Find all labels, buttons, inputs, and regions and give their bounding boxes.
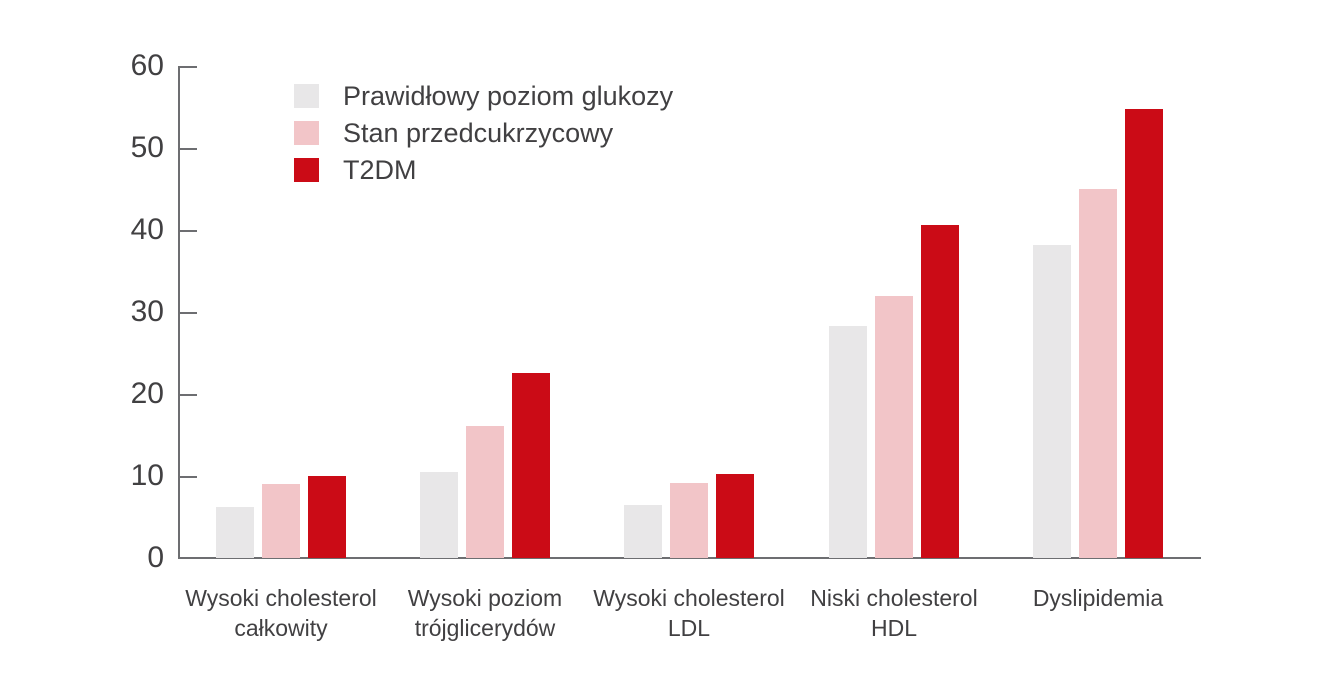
bar-stan-przedcukrzycowy-c2 bbox=[670, 483, 708, 558]
x-axis-label-c1: Wysoki poziom trójglicerydów bbox=[345, 583, 625, 643]
x-axis-label-line: Dyslipidemia bbox=[1032, 585, 1164, 611]
legend-item-t2dm: T2DM bbox=[294, 155, 673, 185]
legend-label-prediabetes: Stan przedcukrzycowy bbox=[343, 117, 614, 148]
bar-t2dm-c2 bbox=[716, 474, 754, 558]
bar-t2dm-c1 bbox=[512, 373, 550, 558]
y-axis-label-50: 50 bbox=[130, 131, 164, 164]
bar-stan-przedcukrzycowy-c3 bbox=[875, 296, 913, 558]
legend-swatch-t2dm bbox=[294, 158, 319, 182]
x-axis-label-line: Wysoki cholesterol bbox=[593, 585, 785, 611]
y-axis-label-20: 20 bbox=[130, 377, 164, 410]
y-axis-label-60: 60 bbox=[130, 49, 164, 82]
x-axis-label-c0: Wysoki cholesterol całkowity bbox=[141, 583, 421, 643]
y-tick-60 bbox=[178, 66, 197, 68]
bar-t2dm-c0 bbox=[308, 476, 346, 558]
bar-prawid-owy-poziom-glukozy-c3 bbox=[829, 326, 867, 558]
y-tick-40 bbox=[178, 230, 197, 232]
legend-item-prediabetes: Stan przedcukrzycowy bbox=[294, 118, 673, 148]
bar-t2dm-c3 bbox=[921, 225, 959, 558]
bar-stan-przedcukrzycowy-c0 bbox=[262, 484, 300, 558]
y-axis-label-10: 10 bbox=[130, 459, 164, 492]
x-axis-label-line: trójglicerydów bbox=[414, 615, 556, 641]
bar-prawid-owy-poziom-glukozy-c2 bbox=[624, 505, 662, 558]
bar-prawid-owy-poziom-glukozy-c4 bbox=[1033, 245, 1071, 558]
x-axis-label-line: HDL bbox=[870, 615, 917, 641]
x-axis-label-line: Niski cholesterol bbox=[810, 585, 978, 611]
legend-label-t2dm: T2DM bbox=[343, 154, 417, 185]
y-tick-50 bbox=[178, 148, 197, 150]
x-axis-label-c2: Wysoki cholesterol LDL bbox=[549, 583, 829, 643]
legend-label-normal-glucose: Prawidłowy poziom glukozy bbox=[343, 80, 674, 111]
y-tick-20 bbox=[178, 394, 197, 396]
x-axis-label-line: całkowity bbox=[234, 615, 328, 641]
bar-stan-przedcukrzycowy-c1 bbox=[466, 426, 504, 558]
y-axis-label-30: 30 bbox=[130, 295, 164, 328]
x-axis-label-line: LDL bbox=[667, 615, 711, 641]
legend-item-normal-glucose: Prawidłowy poziom glukozy bbox=[294, 81, 673, 111]
bar-t2dm-c4 bbox=[1125, 109, 1163, 558]
y-tick-30 bbox=[178, 312, 197, 314]
x-axis-label-c4: Dyslipidemia bbox=[958, 583, 1238, 613]
y-axis-label-0: 0 bbox=[147, 541, 164, 574]
legend-swatch-normal-glucose bbox=[294, 84, 319, 108]
plot-area bbox=[178, 66, 1201, 559]
y-tick-10 bbox=[178, 476, 197, 478]
legend: Prawidłowy poziom glukozy Stan przedcukr… bbox=[294, 81, 673, 195]
x-axis-label-line: Wysoki poziom bbox=[407, 585, 563, 611]
x-axis-label-line: Wysoki cholesterol bbox=[185, 585, 377, 611]
x-axis-label-c3: Niski cholesterol HDL bbox=[754, 583, 1034, 643]
bar-prawid-owy-poziom-glukozy-c1 bbox=[420, 472, 458, 558]
legend-swatch-prediabetes bbox=[294, 121, 319, 145]
y-axis-label-40: 40 bbox=[130, 213, 164, 246]
bar-stan-przedcukrzycowy-c4 bbox=[1079, 189, 1117, 558]
x-axis-line bbox=[178, 557, 1201, 559]
bar-prawid-owy-poziom-glukozy-c0 bbox=[216, 507, 254, 558]
